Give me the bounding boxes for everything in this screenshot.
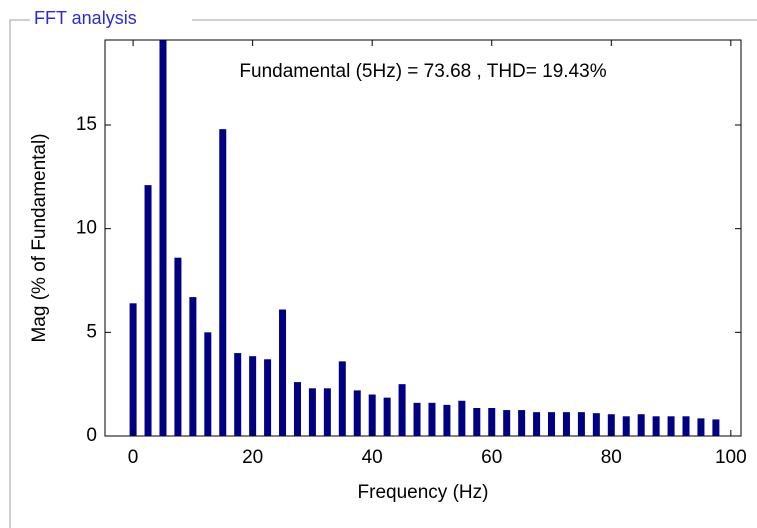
bar xyxy=(443,404,451,436)
bar xyxy=(592,413,600,436)
bar xyxy=(129,303,137,436)
bar xyxy=(338,361,346,436)
group-border xyxy=(9,19,30,528)
bar xyxy=(249,356,257,436)
bar xyxy=(353,390,361,436)
bar xyxy=(323,388,331,436)
bar xyxy=(712,419,720,436)
x-tick-label: 40 xyxy=(362,447,383,468)
bar xyxy=(413,402,421,436)
bar xyxy=(637,414,645,436)
bar xyxy=(503,410,511,436)
bar xyxy=(383,397,391,436)
bar xyxy=(518,410,526,436)
bar xyxy=(667,416,675,436)
bar xyxy=(607,414,615,436)
bars xyxy=(129,40,720,436)
bar xyxy=(398,384,406,436)
bar xyxy=(174,257,182,436)
bar xyxy=(159,40,167,436)
y-tick-label: 15 xyxy=(76,114,97,135)
bar xyxy=(562,412,570,436)
bar xyxy=(533,412,541,436)
bar xyxy=(652,416,660,436)
axes-frame xyxy=(104,39,742,437)
bar xyxy=(204,332,212,436)
bar xyxy=(189,297,197,436)
bar xyxy=(144,185,152,436)
bar xyxy=(548,412,556,436)
x-tick-label: 60 xyxy=(481,447,502,468)
x-tick-label: 0 xyxy=(128,447,139,468)
bar xyxy=(458,400,466,436)
x-tick-label: 80 xyxy=(601,447,622,468)
bar xyxy=(682,416,690,436)
bar xyxy=(308,388,316,436)
bar xyxy=(473,408,481,436)
bar xyxy=(697,418,705,436)
y-tick-label: 0 xyxy=(86,425,97,446)
bar xyxy=(234,353,242,436)
bar xyxy=(264,359,272,436)
bar xyxy=(293,382,301,436)
bar xyxy=(428,402,436,436)
y-tick-label: 5 xyxy=(86,321,97,342)
bar xyxy=(488,408,496,436)
bar xyxy=(279,309,287,436)
bar xyxy=(622,416,630,436)
x-axis-label: Frequency (Hz) xyxy=(358,482,489,503)
y-axis-label: Mag (% of Fundamental) xyxy=(29,133,50,342)
x-tick-label: 100 xyxy=(715,447,747,468)
bar xyxy=(368,394,376,436)
x-tick-label: 20 xyxy=(242,447,263,468)
bar xyxy=(577,412,585,436)
panel-title: FFT analysis xyxy=(34,8,137,28)
y-tick-label: 10 xyxy=(76,218,97,239)
chart-title: Fundamental (5Hz) = 73.68 , THD= 19.43% xyxy=(239,61,606,82)
bar xyxy=(219,129,227,436)
